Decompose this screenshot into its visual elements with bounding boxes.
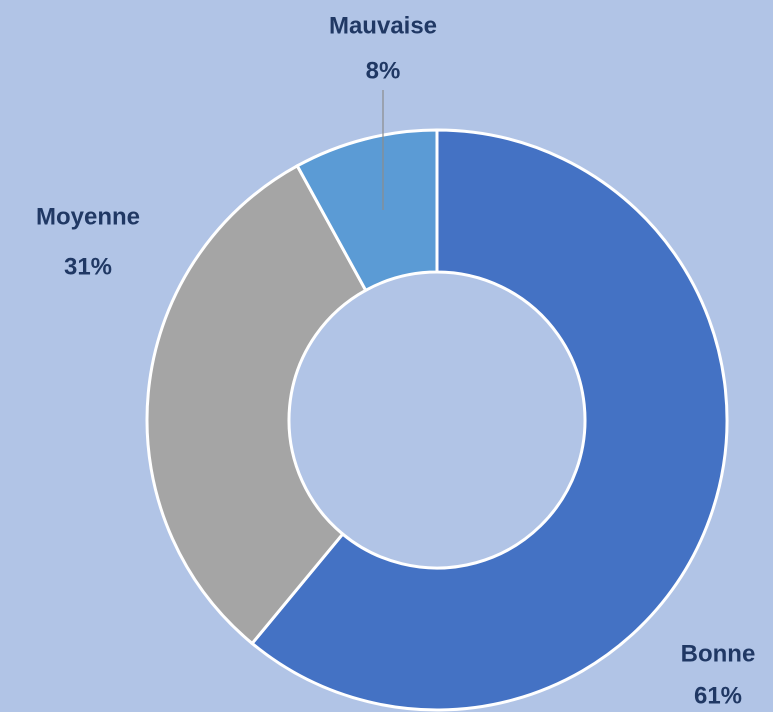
category-label: Mauvaise xyxy=(329,12,437,39)
category-label: Bonne xyxy=(681,640,756,667)
donut-slice xyxy=(145,163,368,646)
value-label: 61% xyxy=(694,682,742,709)
donut-slice xyxy=(250,128,729,712)
value-label: 8% xyxy=(366,57,401,84)
donut-slice xyxy=(295,128,439,293)
value-label: 31% xyxy=(64,253,112,280)
category-label: Moyenne xyxy=(36,203,140,230)
